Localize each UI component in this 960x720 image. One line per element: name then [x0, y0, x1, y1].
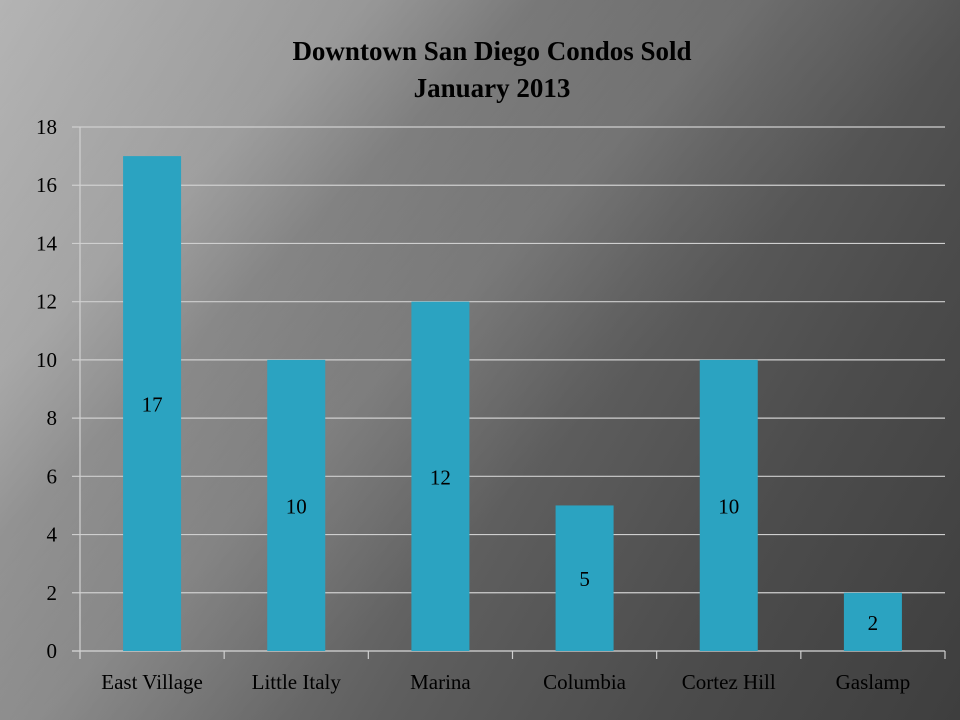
bar — [123, 156, 182, 651]
data-label: 10 — [718, 494, 739, 518]
y-tick-label: 14 — [36, 231, 58, 255]
y-tick-label: 8 — [47, 406, 58, 430]
data-label: 2 — [868, 611, 879, 635]
x-tick-label: Columbia — [543, 670, 627, 694]
y-tick-label: 2 — [47, 581, 58, 605]
bar — [555, 505, 614, 651]
y-tick-label: 6 — [47, 464, 58, 488]
bar — [843, 592, 902, 651]
y-tick-label: 18 — [36, 115, 57, 139]
y-tick-label: 16 — [36, 173, 57, 197]
y-tick-label: 4 — [47, 523, 58, 547]
x-tick-label: Little Italy — [252, 670, 342, 694]
y-tick-label: 10 — [36, 348, 57, 372]
bar — [267, 359, 326, 651]
x-tick-label: East Village — [101, 670, 203, 694]
chart-title: Downtown San Diego Condos Sold — [292, 36, 691, 66]
x-tick-label: Marina — [410, 670, 471, 694]
chart-subtitle: January 2013 — [414, 73, 571, 103]
data-label: 12 — [430, 465, 451, 489]
bar — [411, 301, 470, 651]
bar — [699, 359, 758, 651]
x-tick-label: Cortez Hill — [682, 670, 776, 694]
data-label: 10 — [286, 494, 307, 518]
y-tick-label: 0 — [47, 639, 58, 663]
y-tick-label: 12 — [36, 290, 57, 314]
x-tick-label: Gaslamp — [836, 670, 911, 694]
data-label: 5 — [579, 567, 590, 591]
data-label: 17 — [142, 393, 163, 417]
